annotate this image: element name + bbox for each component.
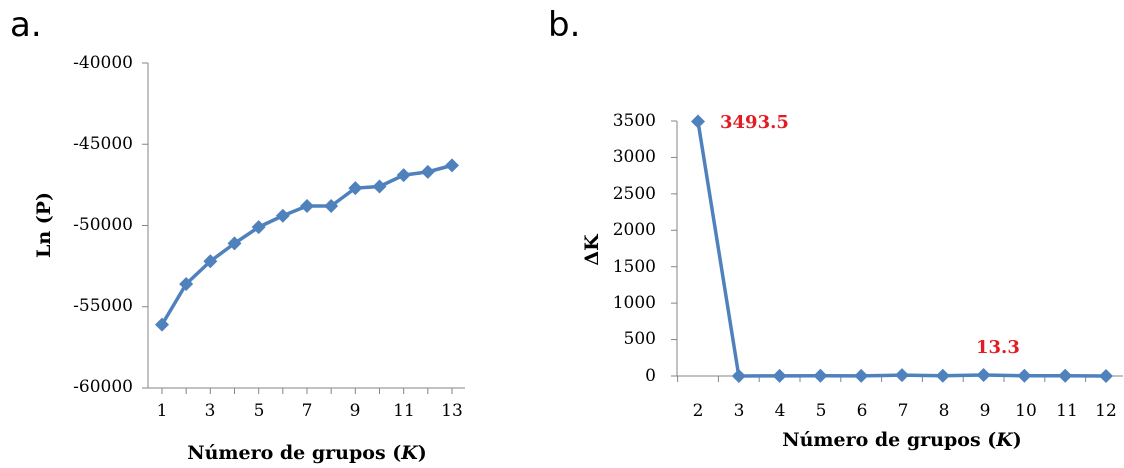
data-point bbox=[731, 369, 746, 383]
series-line bbox=[696, 121, 1107, 378]
panel-b-x-axis-title: Número de grupos (K) bbox=[782, 429, 1022, 451]
y-tick-label: 2000 bbox=[613, 220, 656, 240]
y-tick-label: 2500 bbox=[613, 184, 656, 204]
data-point bbox=[1017, 368, 1032, 383]
data-point bbox=[976, 368, 991, 383]
panel-a-y-ticks: -40000 -45000 -50000 -55000 -60000 bbox=[73, 53, 133, 397]
x-tick-label: 6 bbox=[857, 401, 868, 421]
data-point bbox=[348, 181, 363, 196]
panel-b-annotation: 13.3 bbox=[976, 337, 1020, 358]
panel-a-x-ticks: 1 3 5 7 9 11 13 bbox=[157, 401, 463, 421]
data-point bbox=[324, 199, 339, 213]
panel-b-label: b. bbox=[548, 5, 580, 45]
series-line bbox=[160, 163, 453, 326]
data-point bbox=[372, 179, 387, 194]
data-point bbox=[179, 277, 194, 291]
y-tick-label: 1000 bbox=[613, 293, 656, 313]
x-tick-label: 8 bbox=[939, 401, 950, 421]
x-tick-label: 5 bbox=[816, 401, 827, 421]
data-point bbox=[227, 236, 242, 251]
panel-b: b. 3500 3000 2500 2000 1500 1000 500 0 2… bbox=[548, 5, 1117, 451]
x-tick-label: 3 bbox=[734, 401, 745, 421]
panel-a-x-axis-title: Número de grupos (K) bbox=[187, 442, 427, 464]
data-point bbox=[1058, 368, 1073, 383]
y-tick-label: -50000 bbox=[73, 215, 133, 235]
y-tick-label: 1500 bbox=[613, 257, 656, 277]
data-point bbox=[300, 199, 314, 213]
data-point bbox=[203, 254, 218, 269]
data-point bbox=[935, 368, 950, 383]
y-tick-label: -45000 bbox=[73, 134, 133, 154]
x-tick-label: 11 bbox=[1056, 401, 1078, 421]
y-tick-label: 3000 bbox=[613, 147, 656, 167]
x-tick-label: 9 bbox=[350, 401, 361, 421]
y-tick-label: 0 bbox=[645, 366, 656, 386]
data-point bbox=[691, 114, 705, 129]
panel-b-y-axis-title: ΔK bbox=[581, 233, 603, 266]
data-point bbox=[251, 220, 266, 235]
data-point bbox=[1099, 369, 1113, 383]
data-point bbox=[772, 368, 787, 383]
y-tick-label: -55000 bbox=[73, 296, 133, 316]
panel-b-y-ticks: 3500 3000 2500 2000 1500 1000 500 0 bbox=[613, 111, 656, 386]
panel-b-plot bbox=[671, 114, 1123, 383]
data-point bbox=[895, 368, 909, 383]
x-tick-label: 7 bbox=[898, 401, 909, 421]
panel-b-annotation: 3493.5 bbox=[720, 112, 789, 133]
x-tick-label: 9 bbox=[980, 401, 991, 421]
panel-a-plot bbox=[142, 62, 465, 394]
panel-b-x-ticks: 2 3 4 5 6 7 8 9 10 11 12 bbox=[693, 401, 1117, 421]
x-tick-label: 10 bbox=[1015, 401, 1037, 421]
x-tick-label: 11 bbox=[393, 401, 415, 421]
panel-a-label: a. bbox=[10, 5, 42, 45]
x-tick-label: 12 bbox=[1095, 401, 1117, 421]
data-point bbox=[155, 317, 169, 332]
data-point bbox=[445, 158, 459, 173]
x-tick-label: 7 bbox=[302, 401, 313, 421]
x-tick-label: 4 bbox=[775, 401, 786, 421]
data-point bbox=[813, 368, 828, 383]
panel-a: a. -40000 -45000 -50000 -55000 -60000 1 … bbox=[10, 5, 463, 464]
data-point bbox=[275, 208, 290, 223]
panel-a-y-axis-title: Ln (P) bbox=[33, 192, 55, 258]
data-point bbox=[420, 164, 435, 179]
y-tick-label: -60000 bbox=[73, 377, 133, 397]
x-tick-label: 5 bbox=[254, 401, 265, 421]
y-tick-label: -40000 bbox=[73, 53, 133, 73]
x-tick-label: 13 bbox=[441, 401, 463, 421]
x-tick-label: 2 bbox=[693, 401, 704, 421]
x-tick-label: 1 bbox=[157, 401, 168, 421]
data-point bbox=[396, 168, 411, 183]
y-tick-label: 500 bbox=[624, 329, 656, 349]
data-point bbox=[854, 368, 869, 383]
y-tick-label: 3500 bbox=[613, 111, 656, 131]
x-tick-label: 3 bbox=[205, 401, 216, 421]
